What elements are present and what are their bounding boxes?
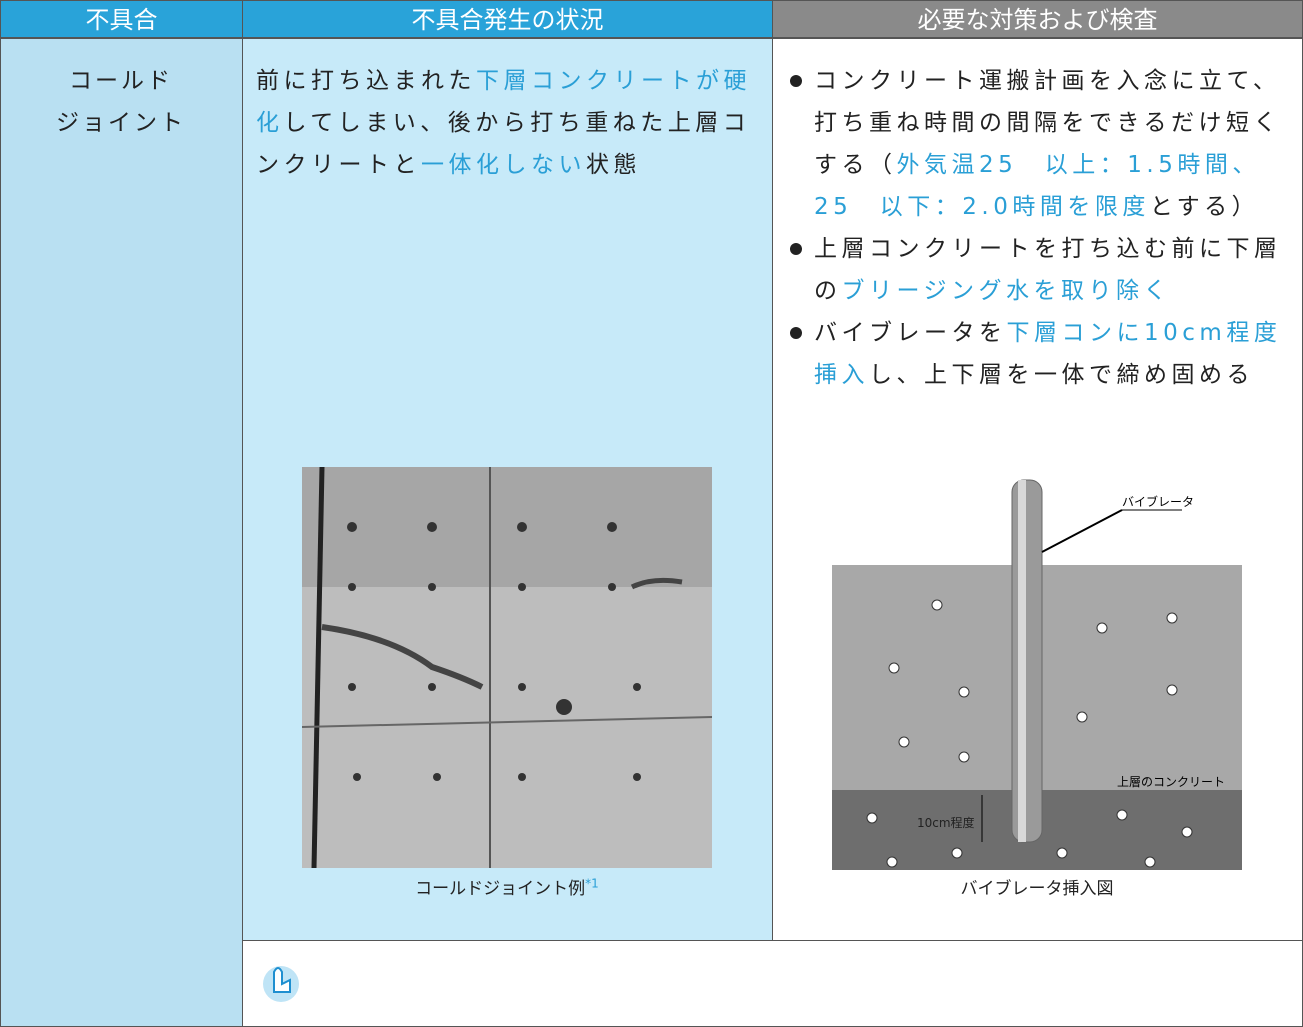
diagram-caption: バイブレータ挿入図 [960,879,1114,899]
text-segment: 下層コンクリートが硬化 [256,68,751,136]
text-segment: 前に打ち込まれた [256,68,476,94]
text-segment: 下層コンに10cm程度挿入 [814,320,1282,388]
diagram-label: バイブレータ [1122,494,1194,509]
text: コールドジョイント例 [415,879,586,899]
situation-text: 前に打ち込まれた下層コンクリートが硬化してしまい、後から打ち重ねた上層コンクリー… [256,60,764,186]
footnote: *1 [585,876,599,891]
text-segment: し、上下層を一体で締め固める [869,362,1254,388]
text-segment: 外気温25 以上：1.5時間、25 以下：2.0時間を限度 [814,152,1260,220]
header-cell: 不具合 [0,0,243,38]
text-segment: バイブレータを [814,320,1007,346]
text-segment: ブリージング水を取り除く [841,278,1172,304]
defect-name: コールド ジョイント [0,60,242,144]
text-segment: 状態 [586,152,641,178]
text: コールド [69,68,173,94]
text-segment: とする） [1149,194,1260,220]
text-segment: 一体化しない [421,152,586,178]
text-segment: してしまい、後から打ち重ねた上層コンクリートと [256,110,751,178]
one-point-logo [260,956,302,1006]
header-cell: 不具合発生の状況 [242,0,773,38]
one-point-cell [242,940,1303,1027]
diagram: バイブレータ 上層のコンクリート 10cm程度 [832,479,1242,870]
text-segment: コンクリート運搬計画を入念に立て、打ち重ね時間の間隔をできるだけ短くする（ [814,68,1282,178]
measures-list: コンクリート運搬計画を入念に立て、打ち重ね時間の間隔をできるだけ短くする（外気温… [786,60,1294,396]
photo [302,467,712,868]
logo-icon [263,966,299,1002]
header-cell: 必要な対策および検査 [772,0,1303,38]
measure-item: バイブレータを下層コンに10cm程度挿入し、上下層を一体で締め固める [786,312,1294,396]
diagram-label: 上層のコンクリート [1117,775,1225,789]
measure-item: コンクリート運搬計画を入念に立て、打ち重ね時間の間隔をできるだけ短くする（外気温… [786,60,1294,228]
diagram-label: 10cm程度 [917,815,975,830]
text-segment: 上層コンクリートを打ち込む前に下層の [814,236,1282,304]
measure-item: 上層コンクリートを打ち込む前に下層のブリージング水を取り除く [786,228,1294,312]
text: ジョイント [56,110,186,136]
defect-cell [0,38,243,1027]
photo-caption: コールドジョイント例*1 [302,874,712,899]
